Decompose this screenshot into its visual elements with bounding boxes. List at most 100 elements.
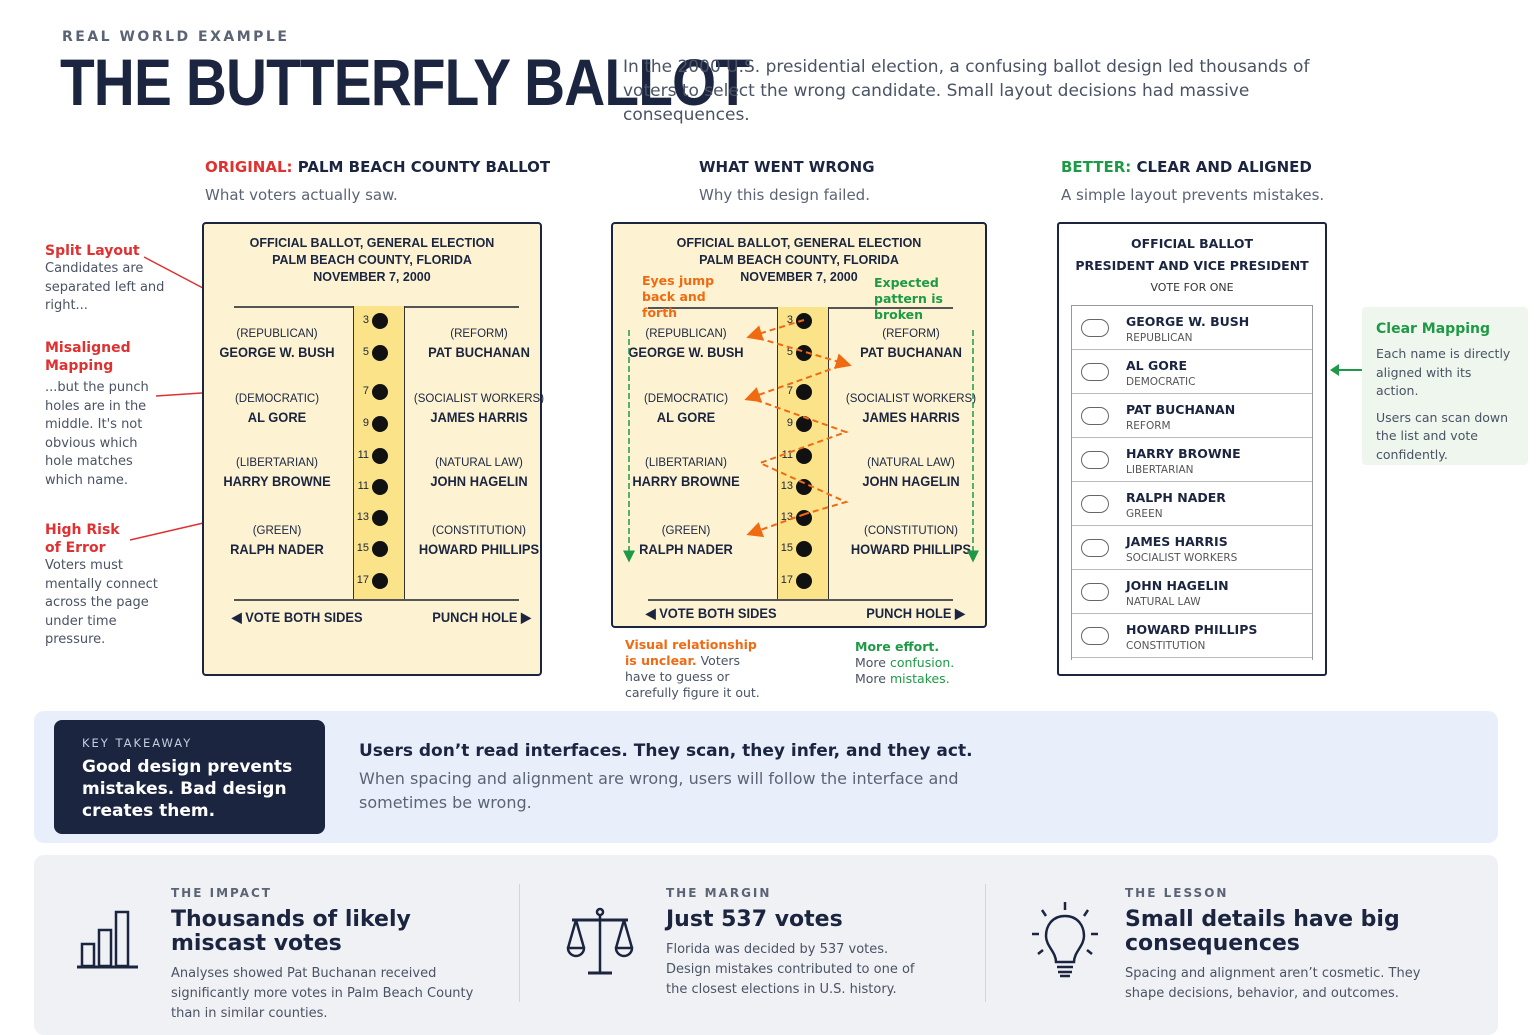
- candidate-name: RALPH NADER: [1126, 490, 1226, 505]
- candidate-name: GEORGE W. BUSH: [628, 344, 744, 360]
- panel-eyebrow: THE LESSON: [1125, 886, 1229, 900]
- candidate-name: AL GORE: [656, 409, 716, 425]
- punch-hole[interactable]: [372, 448, 388, 464]
- hole-number: 11: [781, 449, 793, 461]
- highlight: More effort.: [855, 639, 940, 654]
- candidate-name: PAT BUCHANAN: [1126, 402, 1236, 417]
- radio-button[interactable]: [1081, 495, 1109, 513]
- radio-button[interactable]: [1081, 407, 1109, 425]
- ballot-header-line: OFFICIAL BALLOT, GENERAL ELECTION: [676, 236, 922, 250]
- column-header-original: ORIGINAL: PALM BEACH COUNTY BALLOT: [205, 158, 550, 176]
- punch-hole[interactable]: [796, 384, 812, 400]
- candidate-name: HARRY BROWNE: [1126, 446, 1241, 461]
- lightbulb-icon: [1032, 902, 1098, 978]
- eye-path-overlay: [623, 319, 979, 563]
- punch-hole[interactable]: [372, 384, 388, 400]
- radio-button[interactable]: [1081, 583, 1109, 601]
- party-label: (DEMOCRATIC): [234, 393, 320, 405]
- callout-text: Users can scan down the list and vote co…: [1376, 409, 1509, 462]
- facts-band: [34, 855, 1498, 1035]
- punch-hole[interactable]: [372, 479, 388, 495]
- party-label: GREEN: [1126, 508, 1163, 520]
- candidate-name: JOHN HAGELIN: [430, 473, 528, 489]
- hole-number: 11: [357, 449, 369, 461]
- punch-hole[interactable]: [372, 345, 388, 361]
- footer-punch-hole: PUNCH HOLE ▶: [432, 609, 531, 626]
- candidate-row[interactable]: PAT BUCHANAN REFORM: [1072, 394, 1312, 438]
- party-label: CONSTITUTION: [1126, 640, 1206, 652]
- radio-button[interactable]: [1081, 451, 1109, 469]
- text: Voters have to guess or carefully figure…: [625, 653, 760, 700]
- triangle-right-icon: ▶: [955, 605, 965, 621]
- party-label: (NATURAL LAW): [867, 457, 955, 469]
- candidate-row[interactable]: GEORGE W. BUSH REPUBLICAN: [1072, 306, 1312, 350]
- punch-hole[interactable]: [372, 313, 388, 329]
- hole-number: 9: [362, 417, 369, 429]
- panel-title: Small details have big consequences: [1125, 907, 1400, 956]
- triangle-right-icon: ▶: [521, 609, 531, 625]
- punch-hole[interactable]: [796, 573, 812, 589]
- scales-icon: [566, 907, 634, 975]
- annotation-title: Split Layout: [45, 243, 140, 259]
- hole-number: 3: [786, 314, 793, 326]
- candidate-name: HARRY BROWNE: [632, 473, 740, 489]
- ballot-header-line: OFFICIAL BALLOT, GENERAL ELECTION: [249, 236, 495, 250]
- candidate-row[interactable]: RALPH NADER GREEN: [1072, 482, 1312, 526]
- column-sub: Why this design failed.: [699, 186, 870, 204]
- panel-impact: THE IMPACT Thousands of likely miscast v…: [171, 886, 481, 1024]
- punch-hole[interactable]: [796, 541, 812, 557]
- hole-number: 15: [780, 542, 793, 554]
- column-sub: A simple layout prevents mistakes.: [1061, 186, 1325, 204]
- hole-number: 9: [786, 417, 793, 429]
- party-label: (GREEN): [661, 525, 711, 537]
- clear-mapping-callout: Clear Mapping Each name is directly alig…: [1362, 307, 1528, 465]
- annotation-title: High Risk of Error: [45, 522, 120, 556]
- radio-button[interactable]: [1081, 627, 1109, 645]
- candidate-row[interactable]: AL GORE DEMOCRATIC: [1072, 350, 1312, 394]
- highlight: Visual relationship is unclear.: [625, 637, 757, 668]
- annotation-title: Misaligned Mapping: [45, 340, 131, 374]
- takeaway-body: When spacing and alignment are wrong, us…: [359, 769, 959, 812]
- panel-body: Analyses showed Pat Buchanan received si…: [171, 966, 474, 1021]
- punch-hole[interactable]: [796, 345, 812, 361]
- eye-path-segment: [744, 365, 841, 403]
- intro-text: In the 2000 U.S. presidential election, …: [623, 57, 1310, 125]
- annotation-text: ...but the punch holes are in the middle…: [45, 380, 149, 488]
- callout-title: Clear Mapping: [1376, 321, 1491, 337]
- punch-hole[interactable]: [796, 416, 812, 432]
- takeaway-headline: Users don’t read interfaces. They scan, …: [359, 741, 973, 761]
- candidate-name: RALPH NADER: [639, 541, 733, 557]
- punch-hole[interactable]: [372, 573, 388, 589]
- note-visual-relationship: Visual relationship is unclear. Voters h…: [625, 637, 765, 701]
- punch-hole[interactable]: [796, 479, 812, 495]
- annotation-high-risk: High Risk of Error Voters must mentally …: [45, 521, 160, 650]
- ballot-header-line: NOVEMBER 7, 2000: [313, 270, 431, 284]
- punch-hole[interactable]: [372, 541, 388, 557]
- original-ballot: OFFICIAL BALLOT, GENERAL ELECTION PALM BE…: [202, 222, 544, 676]
- candidate-name: AL GORE: [247, 409, 307, 425]
- footer-text: VOTE BOTH SIDES: [245, 609, 363, 625]
- divider-line: [234, 599, 519, 601]
- candidate-name: GEORGE W. BUSH: [1126, 314, 1250, 329]
- arrow: [129, 517, 215, 541]
- party-label: REFORM: [1126, 420, 1171, 432]
- hole-number: 7: [786, 385, 793, 397]
- hole-number: 13: [780, 480, 793, 492]
- candidate-row[interactable]: HOWARD PHILLIPS CONSTITUTION: [1072, 614, 1312, 658]
- eye-path-zigzag: [755, 399, 849, 515]
- candidate-row[interactable]: JOHN HAGELIN NATURAL LAW: [1072, 570, 1312, 614]
- punch-hole[interactable]: [796, 448, 812, 464]
- radio-button[interactable]: [1081, 319, 1109, 337]
- party-label: (CONSTITUTION): [864, 525, 958, 537]
- text: More: [855, 671, 890, 686]
- radio-button[interactable]: [1081, 363, 1109, 381]
- party-label: (REFORM): [882, 328, 940, 340]
- bar-chart-icon: [77, 910, 138, 969]
- candidate-row[interactable]: JAMES HARRIS SOCIALIST WORKERS: [1072, 526, 1312, 570]
- punch-hole[interactable]: [372, 510, 388, 526]
- hole-number: 15: [356, 542, 369, 554]
- party-label: (SOCIALIST WORKERS): [413, 393, 545, 405]
- punch-hole[interactable]: [372, 416, 388, 432]
- radio-button[interactable]: [1081, 539, 1109, 557]
- candidate-row[interactable]: HARRY BROWNE LIBERTARIAN: [1072, 438, 1312, 482]
